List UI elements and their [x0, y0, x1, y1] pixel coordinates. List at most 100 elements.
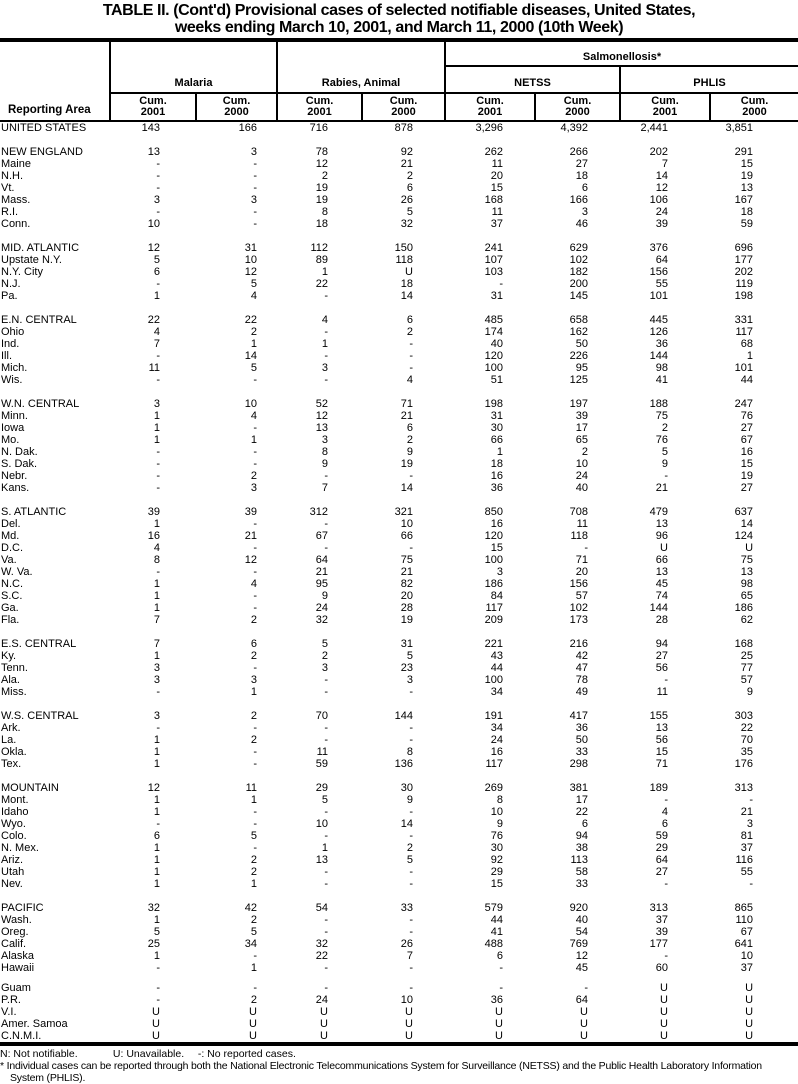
value-cell: 1: [250, 338, 257, 350]
value-cell: 1: [153, 758, 160, 770]
value-cell: 67: [740, 434, 754, 446]
reporting-area-cell: Wis.: [1, 374, 23, 386]
value-cell: -: [409, 722, 413, 734]
year-label: 2000: [565, 106, 590, 118]
reporting-area-cell: D.C.: [1, 542, 23, 554]
value-cell: 113: [570, 854, 588, 866]
value-cell: U: [580, 1018, 588, 1030]
value-cell: 13: [315, 854, 328, 866]
value-cell: 71: [575, 554, 588, 566]
value-cell: 100: [484, 554, 503, 566]
value-cell: 166: [238, 122, 257, 134]
table-row: Minn. 1 4 12 21 31 39 75 76: [0, 410, 798, 422]
value-cell: -: [409, 866, 413, 878]
value-cell: 12: [244, 554, 257, 566]
value-cell: -: [324, 830, 328, 842]
value-cell: 144: [649, 602, 668, 614]
value-cell: 22: [575, 806, 588, 818]
table-row: Oreg. 5 5 - - 41 54 39 67: [0, 926, 798, 938]
value-cell: 13: [740, 182, 754, 194]
value-cell: 5: [250, 278, 257, 290]
value-cell: 12: [315, 410, 328, 422]
value-cell: 247: [734, 398, 754, 410]
value-cell: 1: [153, 650, 160, 662]
section-gap: [0, 230, 798, 242]
value-cell: 4: [250, 290, 257, 302]
value-cell: 21: [400, 566, 413, 578]
table-row: PACIFIC 32 42 54 33 579 920 313 865: [0, 902, 798, 914]
value-cell: 11: [491, 158, 503, 170]
value-cell: U: [660, 1006, 668, 1018]
value-cell: U: [580, 1030, 588, 1042]
value-cell: -: [324, 542, 328, 554]
reporting-area-cell: NEW ENGLAND: [1, 146, 83, 158]
value-cell: 191: [484, 710, 503, 722]
legend-not-notifiable: N: Not notifiable.: [0, 1048, 78, 1060]
value-cell: 167: [734, 194, 754, 206]
value-cell: -: [324, 518, 328, 530]
value-cell: 2: [406, 326, 413, 338]
value-cell: 3: [321, 434, 328, 446]
legend-no-reported-cases: -: No reported cases.: [197, 1048, 296, 1060]
value-cell: -: [409, 470, 413, 482]
value-cell: 10: [490, 806, 503, 818]
value-cell: 708: [569, 506, 588, 518]
table-body: UNITED STATES 143 166 716 878 3,296 4,392 2,441…: [0, 121, 798, 1044]
value-cell: 27: [655, 866, 668, 878]
value-cell: 36: [575, 722, 588, 734]
value-cell: 23: [400, 662, 413, 674]
value-cell: 417: [569, 710, 588, 722]
cum-label: Cum.: [651, 95, 679, 107]
value-cell: 45: [655, 578, 668, 590]
value-cell: 3: [250, 482, 257, 494]
value-cell: 1: [321, 842, 328, 854]
reporting-area-cell: R.I.: [1, 206, 19, 218]
value-cell: 4: [250, 578, 257, 590]
value-cell: 22: [244, 314, 257, 326]
value-cell: 74: [655, 590, 668, 602]
value-cell: 696: [734, 242, 754, 254]
value-cell: 1: [153, 950, 160, 962]
table-row: S.C. 1 - 9 20 84 57 74 65: [0, 590, 798, 602]
reporting-area-cell: Ky.: [1, 650, 17, 662]
value-cell: 36: [490, 994, 503, 1006]
value-cell: 25: [740, 650, 754, 662]
reporting-area-cell: S. ATLANTIC: [1, 506, 67, 518]
value-cell: 24: [490, 734, 503, 746]
value-cell: 6: [153, 830, 160, 842]
value-cell: 8: [496, 794, 503, 806]
value-cell: 27: [655, 650, 668, 662]
value-cell: U: [405, 1006, 413, 1018]
value-cell: 4: [661, 806, 668, 818]
value-cell: -: [324, 674, 328, 686]
table-row: Mich. 11 5 3 - 100 95 98 101: [0, 362, 798, 374]
value-cell: 10: [244, 254, 257, 266]
value-cell: 4: [153, 326, 160, 338]
value-cell: -: [409, 734, 413, 746]
value-cell: 1: [153, 806, 160, 818]
value-cell: 9: [321, 590, 328, 602]
value-cell: 44: [740, 374, 754, 386]
value-cell: -: [156, 446, 160, 458]
value-cell: 22: [315, 950, 328, 962]
value-cell: 18: [400, 278, 413, 290]
value-cell: 6: [406, 182, 413, 194]
value-cell: 25: [147, 938, 160, 950]
value-cell: 18: [575, 170, 588, 182]
year-label: 2000: [742, 106, 767, 118]
value-cell: 1: [153, 854, 160, 866]
table-row: Ky. 1 2 2 5 43 42 27 25: [0, 650, 798, 662]
value-cell: 81: [740, 830, 754, 842]
value-cell: 40: [490, 338, 503, 350]
value-cell: 6: [406, 314, 413, 326]
value-cell: -: [584, 542, 588, 554]
value-cell: -: [253, 722, 257, 734]
value-cell: 485: [484, 314, 503, 326]
table-row: Maine - - 12 21 11 27 7 15: [0, 158, 798, 170]
value-cell: 42: [244, 902, 257, 914]
value-cell: 303: [734, 710, 754, 722]
table-row: Tenn. 3 - 3 23 44 47 56 77: [0, 662, 798, 674]
table-row: Guam - - - - - - U U: [0, 982, 798, 994]
value-cell: 1: [250, 794, 257, 806]
value-cell: 66: [490, 434, 503, 446]
